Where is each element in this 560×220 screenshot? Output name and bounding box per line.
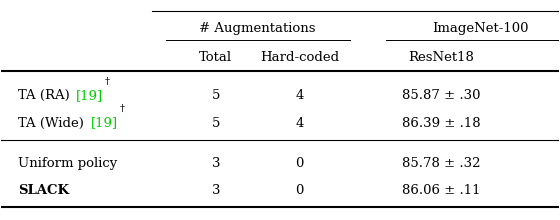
Text: 3: 3 <box>212 157 220 170</box>
Text: 86.39 ± .18: 86.39 ± .18 <box>402 117 481 130</box>
Text: SLACK: SLACK <box>18 184 69 197</box>
Text: ResNet18: ResNet18 <box>409 51 474 64</box>
Text: TA (RA): TA (RA) <box>18 89 74 102</box>
Text: 5: 5 <box>212 89 220 102</box>
Text: 85.78 ± .32: 85.78 ± .32 <box>402 157 481 170</box>
Text: # Augmentations: # Augmentations <box>199 22 316 35</box>
Text: †: † <box>119 104 124 113</box>
Text: 85.87 ± .30: 85.87 ± .30 <box>402 89 481 102</box>
Text: Uniform policy: Uniform policy <box>18 157 118 170</box>
Text: 0: 0 <box>295 157 304 170</box>
Text: 4: 4 <box>295 117 304 130</box>
Text: ImageNet-100: ImageNet-100 <box>432 22 529 35</box>
Text: [19]: [19] <box>91 117 118 130</box>
Text: 4: 4 <box>295 89 304 102</box>
Text: Hard-coded: Hard-coded <box>260 51 339 64</box>
Text: 3: 3 <box>212 184 220 197</box>
Text: 5: 5 <box>212 117 220 130</box>
Text: †: † <box>105 77 110 86</box>
Text: Total: Total <box>199 51 232 64</box>
Text: 86.06 ± .11: 86.06 ± .11 <box>402 184 481 197</box>
Text: [19]: [19] <box>76 89 103 102</box>
Text: TA (Wide): TA (Wide) <box>18 117 88 130</box>
Text: 0: 0 <box>295 184 304 197</box>
